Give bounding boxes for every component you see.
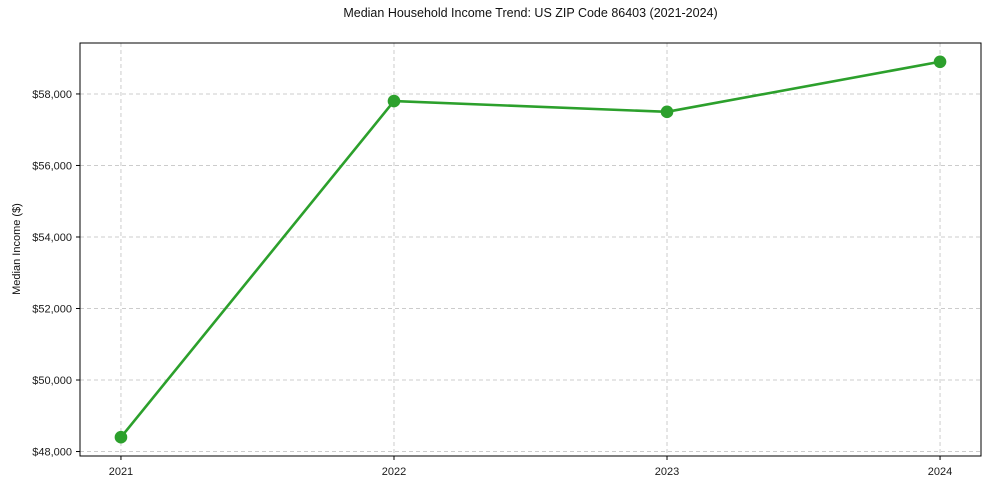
x-tick-label: 2022 (382, 466, 406, 478)
y-tick-label: $50,000 (32, 375, 72, 387)
data-point-marker (387, 94, 401, 108)
y-tick-label: $52,000 (32, 304, 72, 316)
x-tick-label: 2023 (655, 466, 679, 478)
y-tick-label: $58,000 (32, 89, 72, 101)
plot-border (79, 42, 982, 457)
y-tick-label: $56,000 (32, 160, 72, 172)
x-tick-label: 2021 (109, 466, 133, 478)
income-trend-line (119, 60, 942, 439)
y-tick-label: $54,000 (32, 232, 72, 244)
data-point-marker (660, 105, 674, 119)
x-tick-label: 2024 (928, 466, 952, 478)
data-point-marker (933, 55, 947, 69)
y-axis-label: Median Income ($) (11, 203, 23, 295)
data-point-marker (114, 430, 128, 444)
y-tick-label: $48,000 (32, 447, 72, 459)
chart-title: Median Household Income Trend: US ZIP Co… (343, 6, 718, 20)
